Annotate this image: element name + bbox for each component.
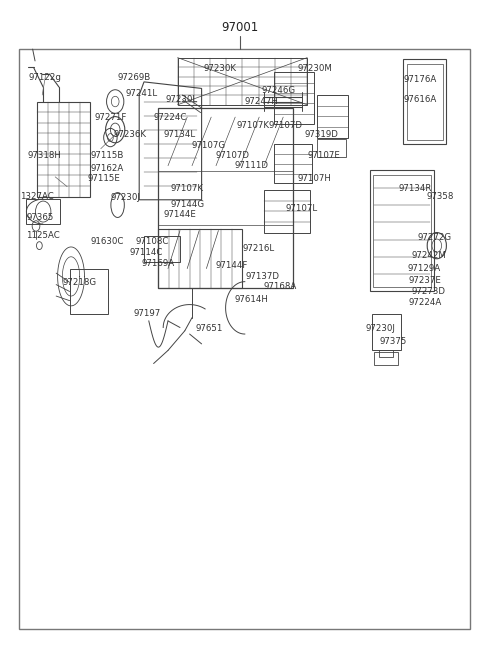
Bar (403, 59, 446, 144)
Text: 97197: 97197 (133, 309, 161, 318)
Text: 97107K: 97107K (237, 121, 270, 130)
Bar (274, 72, 314, 124)
Bar (370, 170, 434, 291)
Bar (264, 190, 310, 233)
Bar (26, 199, 60, 224)
Text: 97108C: 97108C (135, 236, 169, 246)
Text: 97230M: 97230M (298, 64, 333, 73)
Bar (407, 64, 443, 140)
Text: 97107D: 97107D (269, 121, 303, 130)
Bar (19, 49, 470, 629)
Text: 97236K: 97236K (113, 130, 146, 139)
Bar (37, 102, 90, 196)
Text: 97358: 97358 (426, 192, 454, 201)
Text: 97001: 97001 (221, 21, 259, 34)
Text: 97319D: 97319D (305, 130, 339, 139)
Text: 97241L: 97241L (126, 88, 158, 98)
Text: 97107K: 97107K (170, 184, 204, 193)
Text: 97115B: 97115B (90, 151, 124, 160)
Text: 97269B: 97269B (118, 73, 151, 82)
Text: 97237E: 97237E (409, 276, 442, 285)
Text: 97614H: 97614H (234, 295, 268, 305)
Text: 97651: 97651 (196, 324, 223, 333)
Text: 97129A: 97129A (407, 264, 440, 273)
Text: 97144G: 97144G (170, 200, 204, 209)
Text: 1125AC: 1125AC (26, 231, 60, 240)
Text: 97365: 97365 (26, 213, 54, 222)
Text: 97115E: 97115E (88, 174, 120, 183)
Text: 97230J: 97230J (366, 324, 396, 333)
Text: 97114C: 97114C (130, 248, 163, 257)
Text: 97375: 97375 (379, 337, 407, 346)
Bar (374, 352, 398, 365)
Text: 97107L: 97107L (286, 204, 318, 213)
Text: 97218G: 97218G (62, 278, 96, 288)
Bar (158, 229, 242, 288)
Text: 1327AC: 1327AC (20, 192, 54, 201)
Text: 97107H: 97107H (298, 174, 332, 183)
Text: 97271F: 97271F (94, 113, 126, 122)
Text: 97616A: 97616A (403, 95, 436, 104)
Text: 97246G: 97246G (262, 86, 296, 95)
Text: 97169A: 97169A (142, 259, 175, 268)
Text: 97107E: 97107E (307, 151, 340, 160)
Text: 97107G: 97107G (191, 141, 225, 150)
Text: 97137D: 97137D (246, 272, 280, 281)
Text: 97272G: 97272G (418, 233, 452, 242)
Text: 97216L: 97216L (242, 244, 275, 253)
Text: 97144F: 97144F (215, 261, 247, 270)
Bar (373, 175, 431, 287)
Text: 97162A: 97162A (90, 164, 123, 174)
Bar (70, 269, 108, 314)
Text: 97318H: 97318H (28, 151, 62, 160)
Text: 97134L: 97134L (163, 130, 195, 139)
Text: 97224A: 97224A (409, 298, 442, 307)
Bar (178, 58, 307, 105)
Text: 97134R: 97134R (398, 184, 432, 193)
Text: 97242M: 97242M (412, 251, 447, 260)
Text: 97230K: 97230K (204, 64, 237, 73)
Text: 97144E: 97144E (163, 210, 196, 219)
Text: 91630C: 91630C (90, 236, 124, 246)
Bar (274, 144, 312, 183)
Bar (158, 108, 293, 288)
Bar (372, 314, 401, 350)
Text: 97122g: 97122g (29, 73, 61, 82)
Text: 97111D: 97111D (234, 160, 268, 170)
Text: 97176A: 97176A (403, 75, 436, 84)
Text: 97107D: 97107D (215, 151, 249, 160)
Bar (144, 236, 180, 262)
Text: 97224C: 97224C (154, 113, 187, 122)
Text: 97168A: 97168A (263, 282, 296, 291)
Bar (317, 139, 346, 157)
Text: 97273D: 97273D (412, 287, 446, 296)
Text: 97230J: 97230J (110, 193, 140, 202)
Text: 97230L: 97230L (166, 95, 198, 104)
Text: 97247H: 97247H (245, 97, 279, 106)
Bar (317, 95, 348, 138)
